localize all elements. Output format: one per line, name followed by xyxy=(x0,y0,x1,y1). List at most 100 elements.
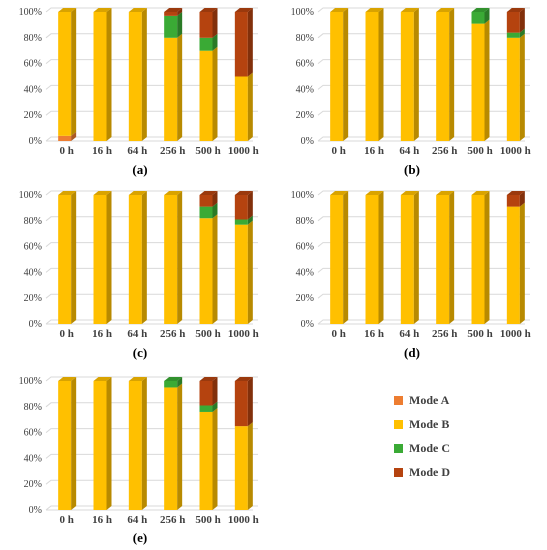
bar-segment-mode-c xyxy=(234,215,253,225)
legend-label: Mode D xyxy=(409,465,450,479)
bar-front xyxy=(58,195,72,324)
gridline xyxy=(45,216,258,222)
gridline xyxy=(317,84,530,90)
bar-front xyxy=(58,381,72,510)
bar-front xyxy=(234,195,248,220)
bar-segment-mode-d xyxy=(234,191,253,220)
bar-side xyxy=(106,191,112,324)
bar-side xyxy=(212,46,218,142)
bar-side xyxy=(141,191,147,324)
x-tick-label: 500 h xyxy=(195,514,220,526)
bar-side xyxy=(247,8,253,77)
bar-segment-mode-b xyxy=(199,214,218,324)
y-tick-label: 60% xyxy=(24,59,42,70)
gridline xyxy=(45,267,258,273)
x-tick-label: 1000 h xyxy=(500,145,531,157)
bar-side xyxy=(484,191,490,324)
y-tick-label: 0% xyxy=(301,136,314,147)
x-tick-label: 256 h xyxy=(432,328,457,340)
bar-top xyxy=(164,377,183,381)
bar-side xyxy=(106,377,112,510)
gridline xyxy=(45,84,258,90)
bar-segment-mode-b xyxy=(365,8,384,141)
bar-side xyxy=(519,33,525,141)
bar-segment-mode-b xyxy=(506,202,525,324)
bar-front xyxy=(199,381,213,406)
gridline xyxy=(317,136,530,142)
y-tick-label: 40% xyxy=(296,267,314,278)
bar-segment-mode-d xyxy=(199,8,218,38)
x-tick-label: 500 h xyxy=(467,145,492,157)
y-tick-label: 40% xyxy=(296,84,314,95)
bar-front xyxy=(506,37,520,141)
bar-front xyxy=(199,411,213,510)
bar-side xyxy=(484,8,490,24)
bar-side xyxy=(177,33,183,141)
bar-segment-mode-a xyxy=(58,131,77,141)
bar-top xyxy=(234,191,253,195)
bar-front xyxy=(330,195,344,324)
bar-front xyxy=(164,195,178,324)
y-tick-label: 20% xyxy=(296,293,314,304)
y-tick-label: 0% xyxy=(301,319,314,330)
bar-segment-mode-b xyxy=(93,191,112,324)
bar-side xyxy=(519,191,525,207)
bar-top xyxy=(234,8,253,12)
bar-segment-mode-c xyxy=(471,8,490,24)
bar-side xyxy=(247,422,253,510)
x-tick-label: 16 h xyxy=(92,328,112,340)
gridline xyxy=(45,136,258,142)
bar-front xyxy=(93,381,107,510)
y-tick-label: 80% xyxy=(24,216,42,227)
x-tick-label: 1000 h xyxy=(500,328,531,340)
bar-side xyxy=(177,191,183,324)
bar-segment-mode-b xyxy=(58,377,77,510)
x-tick-label: 1000 h xyxy=(228,514,259,526)
bar-segment-mode-b xyxy=(234,422,253,510)
x-tick-label: 0 h xyxy=(331,145,345,157)
bar-segment-mode-c xyxy=(506,28,525,38)
x-tick-label: 64 h xyxy=(399,328,419,340)
bar-front xyxy=(199,50,213,142)
bar-segment-mode-c xyxy=(164,377,183,388)
x-tick-label: 500 h xyxy=(195,145,220,157)
bar-front xyxy=(400,12,414,141)
x-tick-label: 16 h xyxy=(364,328,384,340)
bar-segment-mode-b xyxy=(506,33,525,141)
gridline xyxy=(317,190,530,196)
gridline xyxy=(317,59,530,64)
gridline xyxy=(45,33,258,39)
bar-front xyxy=(400,195,414,324)
bar-segment-mode-d xyxy=(234,8,253,77)
bar-segment-mode-d xyxy=(199,377,218,406)
x-tick-label: 16 h xyxy=(364,145,384,157)
y-tick-label: 20% xyxy=(24,479,42,490)
bar-side xyxy=(141,377,147,510)
bar-front xyxy=(234,224,248,324)
gridline xyxy=(317,242,530,247)
x-tick-label: 0 h xyxy=(331,328,345,340)
bar-top xyxy=(58,377,77,381)
y-tick-label: 20% xyxy=(24,293,42,304)
bar-top xyxy=(93,377,112,381)
bar-segment-mode-b xyxy=(234,220,253,324)
y-tick-label: 0% xyxy=(29,505,42,516)
bar-front xyxy=(506,206,520,324)
x-tick-label: 256 h xyxy=(160,145,185,157)
legend-item-mode-c: Mode C xyxy=(394,441,450,455)
bar-front xyxy=(128,381,142,510)
bar-side xyxy=(413,191,419,324)
bar-front xyxy=(330,12,344,141)
bar-front xyxy=(199,218,213,324)
bar-front xyxy=(128,195,142,324)
bar-side xyxy=(484,19,490,141)
bar-side xyxy=(343,191,349,324)
bar-top xyxy=(365,191,384,195)
gridline xyxy=(45,293,258,299)
gridline xyxy=(45,376,258,382)
legend: Mode A Mode B Mode C Mode D xyxy=(394,393,450,479)
bar-front xyxy=(471,12,485,24)
gridline xyxy=(45,110,258,116)
gridline xyxy=(45,479,258,485)
bar-top xyxy=(471,191,490,195)
